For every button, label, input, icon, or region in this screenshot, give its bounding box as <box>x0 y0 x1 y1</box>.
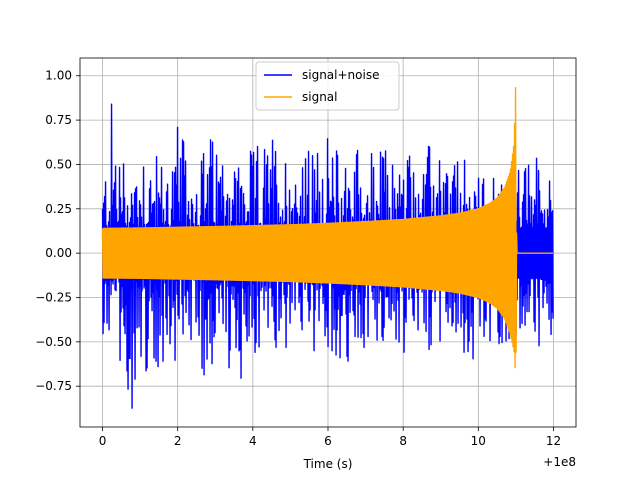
legend-label-signal: signal <box>302 90 338 104</box>
series-layer <box>101 87 554 409</box>
x-axis-label: Time (s) <box>303 457 353 471</box>
x-tick-label: 2 <box>174 434 182 448</box>
x-tick-label: 10 <box>471 434 486 448</box>
plot-data-area <box>101 87 554 409</box>
series-line <box>101 87 554 369</box>
y-tick-label: −0.75 <box>35 379 72 393</box>
y-axis-ticks: −0.75 −0.50 −0.25 0.00 0.25 0.50 0.75 1.00 <box>35 69 80 393</box>
y-tick-label: 0.25 <box>45 202 72 216</box>
y-tick-label: 0.75 <box>45 113 72 127</box>
legend: signal+noise signal <box>255 61 400 111</box>
x-tick-label: 6 <box>324 434 332 448</box>
series-signal <box>101 87 554 369</box>
x-tick-label: 12 <box>546 434 561 448</box>
x-axis-ticks: 0 2 4 6 8 10 12 <box>99 427 561 448</box>
x-tick-label: 4 <box>249 434 257 448</box>
x-tick-label: 0 <box>99 434 107 448</box>
legend-label-signal-noise: signal+noise <box>302 68 379 82</box>
y-tick-label: −0.25 <box>35 290 72 304</box>
y-tick-label: −0.50 <box>35 335 72 349</box>
legend-box <box>255 61 400 111</box>
y-tick-label: 0.00 <box>45 246 72 260</box>
x-offset-label: +1e8 <box>543 455 576 469</box>
y-tick-label: 0.50 <box>45 157 72 171</box>
y-tick-label: 1.00 <box>45 69 72 83</box>
x-tick-label: 8 <box>399 434 407 448</box>
